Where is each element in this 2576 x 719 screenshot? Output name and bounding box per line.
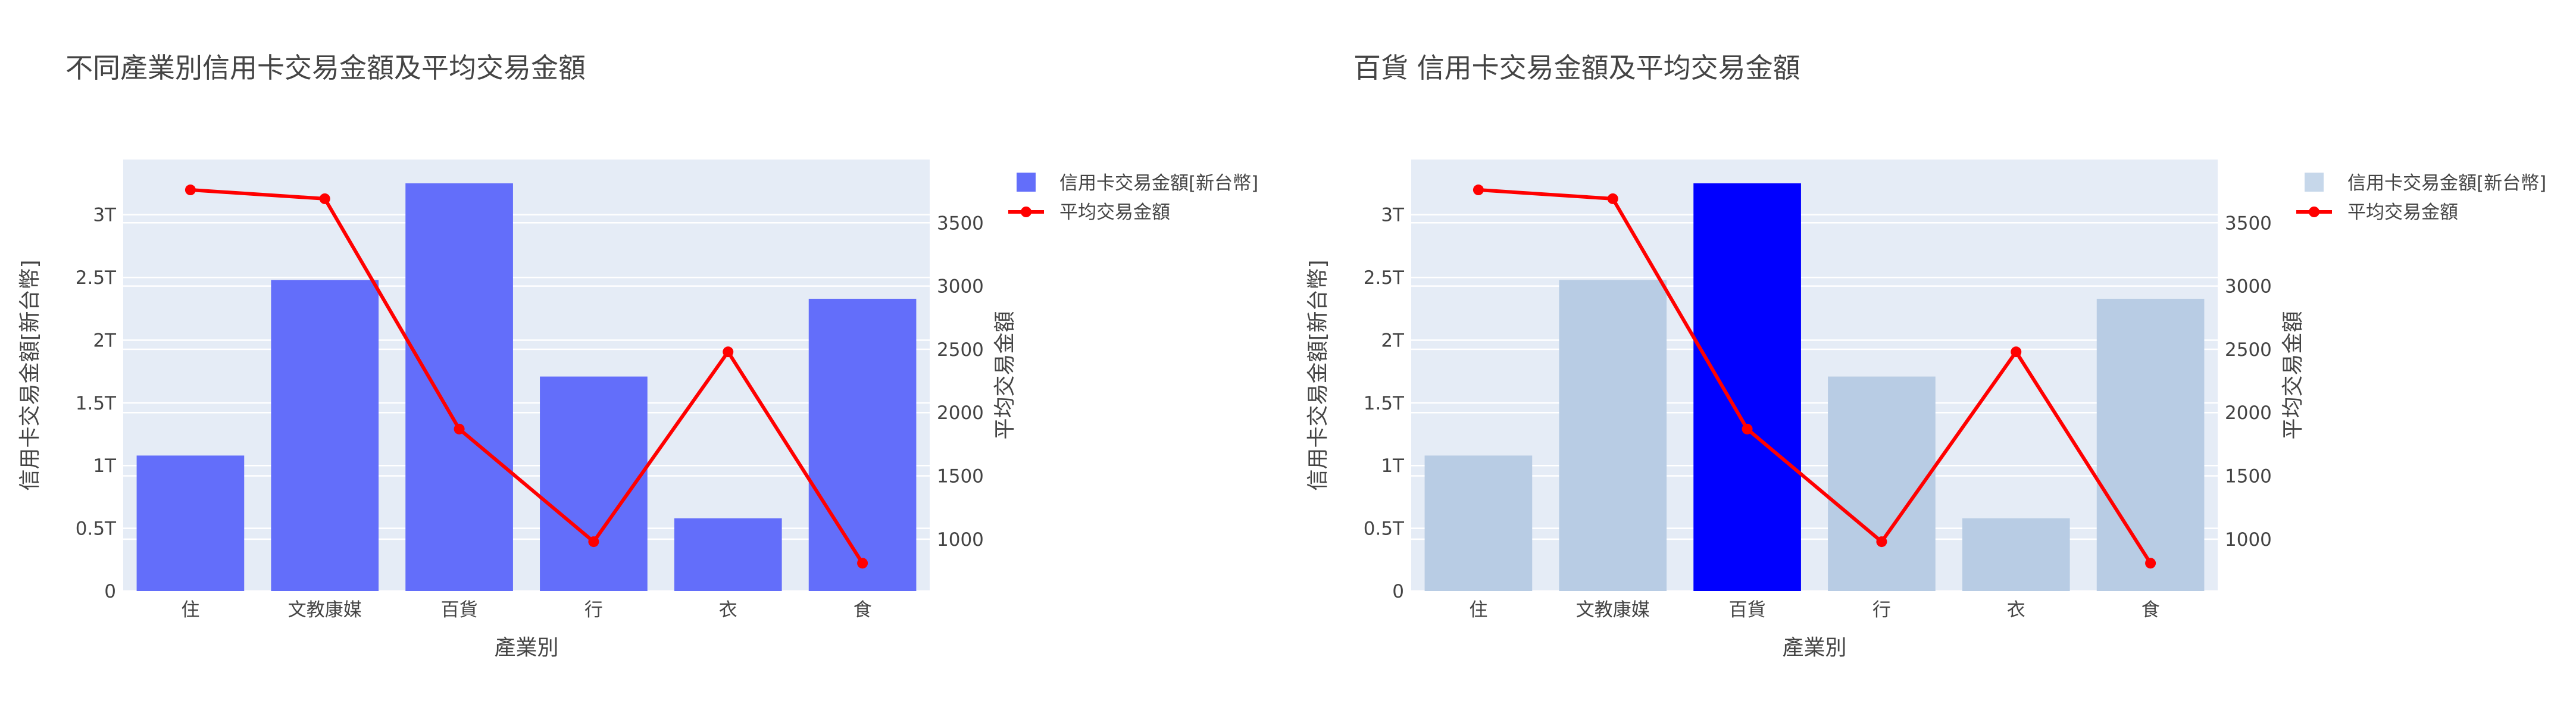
plot-area [123, 160, 930, 591]
y2-tick-label: 3500 [937, 212, 984, 234]
x-tick-label: 百貨 [441, 599, 478, 621]
line-point-1 [1607, 193, 1618, 204]
y-tick-label: 0.5T [76, 518, 117, 540]
line-point-0 [1473, 185, 1484, 196]
legend-label-bar: 信用卡交易金額[新台幣] [1059, 173, 1258, 194]
y-tick-label: 1T [93, 455, 117, 477]
x-tick-label: 住 [181, 599, 199, 621]
line-point-2 [1742, 423, 1753, 434]
bar-0 [136, 455, 245, 591]
y2-tick-label: 3500 [2225, 212, 2272, 234]
y-tick-label: 1.5T [1364, 393, 1405, 414]
legend-label-line: 平均交易金額 [1059, 202, 1170, 223]
y2-axis-title: 平均交易金額 [993, 311, 1017, 439]
y-tick-label: 0.5T [1364, 518, 1405, 540]
bar-1 [1559, 280, 1667, 592]
line-point-1 [319, 193, 330, 204]
x-tick-label: 行 [584, 599, 603, 621]
line-point-5 [857, 558, 868, 569]
line-point-4 [2011, 346, 2022, 358]
bar-3 [1828, 376, 1936, 591]
bar-3 [540, 376, 648, 591]
x-tick-label: 百貨 [1729, 599, 1766, 621]
y-tick-label: 2T [93, 330, 117, 351]
y2-tick-label: 2500 [2225, 339, 2272, 361]
y-tick-label: 2.5T [1364, 267, 1405, 289]
legend-swatch-bar [2305, 173, 2324, 192]
y2-tick-label: 1000 [2225, 529, 2272, 551]
y-axis-title: 信用卡交易金額[新台幣] [1306, 260, 1330, 490]
y2-tick-label: 1500 [2225, 466, 2272, 487]
y2-axis-title: 平均交易金額 [2281, 311, 2305, 439]
y-tick-label: 2.5T [76, 267, 117, 289]
legend-swatch-bar [1017, 173, 1036, 192]
y2-tick-label: 3000 [937, 276, 984, 298]
plot-area [1411, 160, 2218, 591]
x-axis-title: 產業別 [494, 636, 558, 660]
y-axis-title: 信用卡交易金額[新台幣] [18, 260, 42, 490]
x-tick-label: 文教康媒 [288, 599, 362, 621]
y-tick-label: 1T [1381, 455, 1405, 477]
bar-2 [405, 183, 513, 592]
bar-5 [808, 298, 917, 591]
y2-tick-label: 2000 [937, 402, 984, 424]
line-series-avg [1478, 188, 2152, 564]
y-tick-label: 1.5T [76, 393, 117, 414]
legend-swatch-line-marker [2309, 207, 2319, 217]
y2-tick-label: 1000 [937, 529, 984, 551]
y-tick-label: 2T [1381, 330, 1405, 351]
chart-title: 不同產業別信用卡交易金額及平均交易金額 [65, 52, 586, 84]
y-tick-label: 0 [1392, 581, 1404, 602]
x-tick-label: 食 [854, 599, 872, 621]
x-tick-label: 文教康媒 [1576, 599, 1650, 621]
x-tick-label: 行 [1872, 599, 1891, 621]
bar-5 [2096, 298, 2205, 591]
line-point-2 [454, 423, 465, 434]
x-tick-label: 住 [1469, 599, 1487, 621]
bar-4 [1962, 518, 2070, 591]
line-point-5 [2145, 558, 2156, 569]
bar-2 [1693, 183, 1801, 592]
line-point-0 [185, 185, 196, 196]
y-tick-label: 0 [104, 581, 116, 602]
legend-label-bar: 信用卡交易金額[新台幣] [2347, 173, 2546, 194]
bar-0 [1424, 455, 1533, 591]
y2-tick-label: 3000 [2225, 276, 2272, 298]
chart-title: 百貨 信用卡交易金額及平均交易金額 [1353, 52, 1800, 84]
y2-tick-label: 2500 [937, 339, 984, 361]
x-tick-label: 衣 [719, 599, 737, 621]
line-point-3 [588, 536, 599, 548]
x-axis-title: 產業別 [1782, 636, 1846, 660]
line-point-3 [1876, 536, 1887, 548]
legend-label-line: 平均交易金額 [2347, 202, 2458, 223]
y-tick-label: 3T [93, 205, 117, 226]
y2-tick-label: 2000 [2225, 402, 2272, 424]
x-tick-label: 食 [2142, 599, 2160, 621]
y2-tick-label: 1500 [937, 466, 984, 487]
line-series-avg [190, 188, 864, 564]
x-tick-label: 衣 [2007, 599, 2025, 621]
line-point-4 [723, 346, 734, 358]
bar-1 [271, 280, 379, 592]
bar-4 [674, 518, 782, 591]
y-tick-label: 3T [1381, 205, 1405, 226]
legend-swatch-line-marker [1021, 207, 1031, 217]
